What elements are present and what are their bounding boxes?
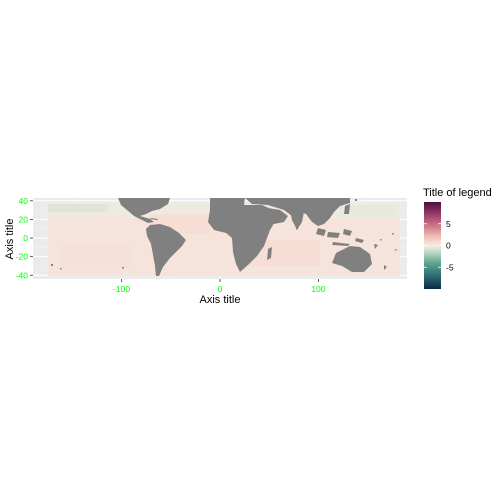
x-tick-label: 0 — [218, 284, 223, 294]
x-axis: -100 0 100 — [113, 279, 326, 294]
legend-tick-label: -5 — [446, 262, 454, 272]
x-tick-label: -100 — [113, 284, 130, 294]
x-tick-label: 100 — [311, 284, 325, 294]
y-tick-label: -20 — [16, 252, 29, 262]
scattered-pixels — [51, 199, 397, 270]
y-tick-label: -40 — [16, 270, 29, 280]
legend-colorbar — [424, 202, 441, 289]
south-america — [146, 224, 186, 276]
europe-africa — [208, 198, 276, 272]
legend-tick-label: 0 — [446, 241, 451, 251]
north-america — [118, 198, 170, 223]
y-tick-label: 40 — [19, 196, 29, 206]
land-masses — [118, 198, 387, 276]
legend-ticks: 5 0 -5 — [424, 219, 454, 272]
arabia — [262, 207, 288, 224]
y-tick-label: 20 — [19, 214, 29, 224]
legend-tick-label: 5 — [446, 219, 451, 229]
y-tick-label: 0 — [23, 233, 28, 243]
y-axis-title: Axis title — [4, 219, 16, 260]
legend-title: Title of legend — [423, 187, 492, 199]
y-axis: 40 20 0 -20 -40 — [16, 196, 33, 280]
legend: Title of legend 5 0 -5 — [423, 187, 492, 289]
maritime-continent — [316, 228, 364, 246]
australia — [332, 246, 372, 272]
x-axis-title: Axis title — [200, 294, 241, 306]
